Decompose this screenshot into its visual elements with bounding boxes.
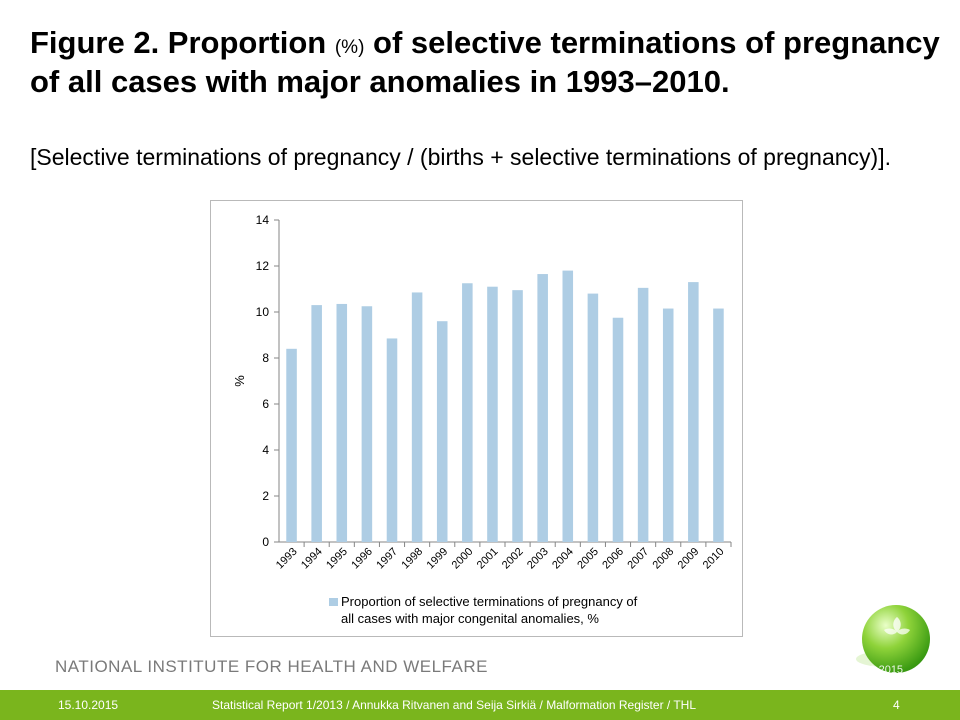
y-tick-label: 4 [262,443,269,457]
x-tick-label: 2006 [600,546,626,572]
x-tick-label: 1993 [274,546,300,572]
leaf-icon [884,617,910,635]
bar-2004 [562,270,574,542]
bar-2006 [612,317,624,542]
footer-citation: Statistical Report 1/2013 / Annukka Ritv… [212,698,697,712]
y-tick-label: 2 [262,489,269,503]
y-tick-label: 10 [256,305,270,319]
y-tick-label: 8 [262,351,269,365]
bar-2010 [713,308,724,542]
y-tick-label: 12 [256,259,270,273]
page-number: 4 [893,698,900,712]
bar-1994 [311,305,322,542]
x-tick-label: 2003 [525,546,551,572]
x-tick-label: 2010 [701,546,727,572]
x-tick-label: 2005 [575,546,601,572]
x-tick-label: 1995 [324,546,350,572]
slide-title: Figure 2. Proportion (%) of selective te… [30,26,945,99]
bar-2009 [688,282,699,542]
bar-2001 [487,286,498,542]
legend-label-line2: all cases with major congenital anomalie… [341,611,599,626]
institute-name: NATIONAL INSTITUTE FOR HEALTH AND WELFAR… [55,657,488,676]
bar-2000 [462,283,473,542]
chart-container: 0 2 4 6 8 10 12 14% 1993 1994 1995 1996 1997 1998 1999… [210,200,743,637]
x-tick-label: 2007 [625,546,651,572]
thl-logo-icon [862,605,930,673]
bar-1997 [386,338,398,542]
x-tick-label: 1996 [349,546,375,572]
bar-2003 [537,274,548,542]
y-tick-label: 6 [262,397,269,411]
x-tick-label: 2009 [676,546,702,572]
x-tick-label: 2008 [651,546,677,572]
slide-subtitle: [Selective terminations of pregnancy / (… [30,144,891,170]
title-main: Figure 2. Proportion [30,25,335,60]
bar-1999 [436,321,448,542]
x-tick-label: 2004 [550,546,576,572]
bar-1993 [286,348,297,542]
bar-2002 [512,290,523,542]
bar-1995 [336,303,348,542]
y-tick-label: 0 [262,535,269,549]
legend-label-line1: Proportion of selective terminations of … [341,594,638,609]
legend-label: Proportion of selective terminations of … [341,593,721,627]
x-tick-label: 1997 [374,546,400,572]
title-rest: of selective terminations of pregnancy o… [30,25,940,99]
y-axis-label: % [232,375,247,387]
title-unit: (%) [334,37,365,58]
watermark-date: 15.10.2015 [848,664,904,676]
bar-chart: 0 2 4 6 8 10 12 14% 1993 1994 1995 1996 1997 1998 1999… [232,213,732,572]
footer-bar: 15.10.2015 Statistical Report 1/2013 / A… [0,690,960,720]
legend-swatch [329,598,338,606]
footer-date: 15.10.2015 [58,698,119,712]
x-tick-label: 2002 [500,546,526,572]
x-tick-label: 2001 [475,546,501,572]
bar-2007 [637,287,649,542]
x-tick-label: 1998 [399,546,425,572]
bar-2005 [587,293,599,542]
x-tick-label: 1994 [299,546,325,572]
bar-2008 [662,308,674,542]
x-tick-label: 2000 [450,546,476,572]
bar-1996 [361,306,373,542]
y-tick-label: 14 [256,213,270,227]
x-tick-label: 1999 [425,546,451,572]
bar-1998 [411,292,423,542]
